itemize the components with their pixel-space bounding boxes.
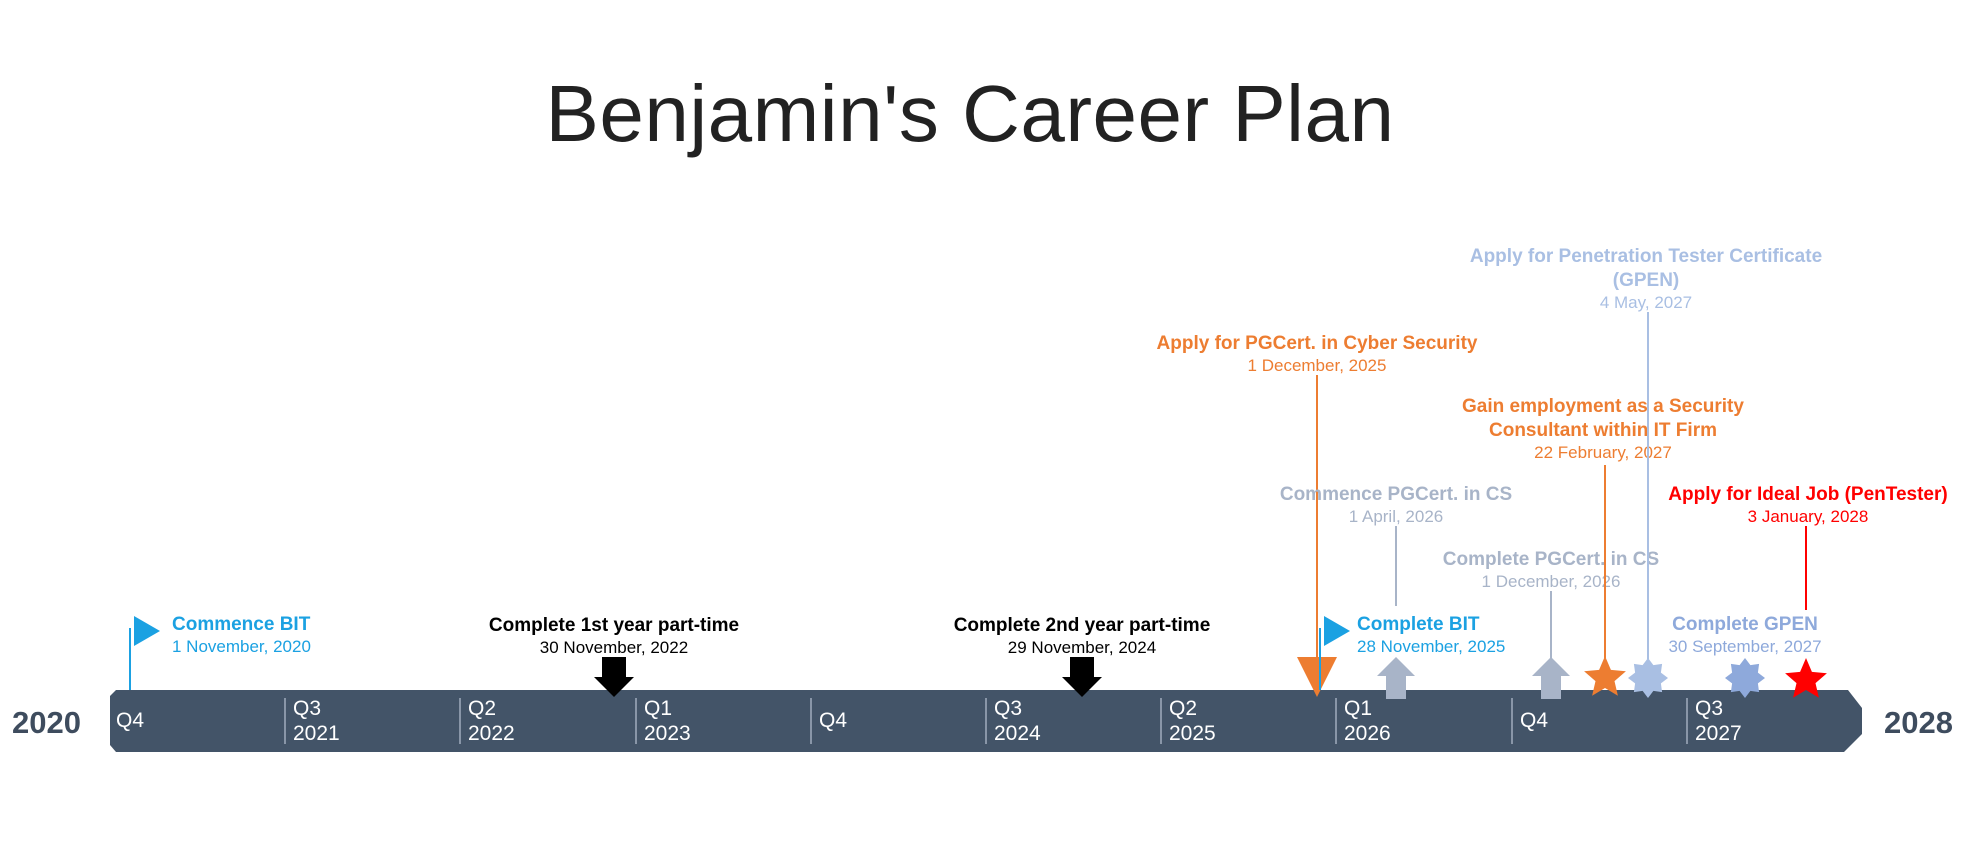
complete-pgcert-date: 1 December, 2026 — [1482, 572, 1621, 591]
quarter-label: Q3 — [293, 697, 321, 720]
page-title: Benjamin's Career Plan — [545, 69, 1395, 158]
milestone-commence-pgcert: Commence PGCert. in CS 1 April, 2026 — [1280, 484, 1512, 606]
complete-gpen-date: 30 September, 2027 — [1668, 637, 1821, 656]
quarter-label: Q4 — [116, 709, 144, 732]
apply-pgcert-date: 1 December, 2025 — [1248, 356, 1387, 375]
gain-employment-date: 22 February, 2027 — [1534, 443, 1672, 462]
complete-pgcert-title: Complete PGCert. in CS — [1443, 549, 1659, 570]
complete-2nd-year-date: 29 November, 2024 — [1008, 638, 1156, 657]
quarter-label: Q3 — [994, 697, 1022, 720]
tick-year-label: 2023 — [644, 722, 691, 745]
apply-gpen-marker — [1628, 658, 1668, 698]
milestone-complete-bit: Complete BIT 28 November, 2025 — [1357, 614, 1505, 656]
milestone-gain-employment: Gain employment as a Security Consultant … — [1462, 396, 1744, 658]
complete-bit-marker — [1324, 616, 1350, 646]
complete-pgcert-marker — [1532, 657, 1570, 699]
milestone-commence-bit: Commence BIT 1 November, 2020 — [172, 614, 311, 656]
complete-gpen-marker — [1725, 658, 1765, 698]
apply-pgcert-marker — [1297, 657, 1337, 697]
tick-year-label: 2027 — [1695, 722, 1742, 745]
start-year-label: 2020 — [12, 705, 81, 740]
complete-2nd-year-title: Complete 2nd year part-time — [954, 615, 1211, 636]
quarter-label: Q2 — [1169, 697, 1197, 720]
milestone-complete-1st-year: Complete 1st year part-time 30 November, … — [489, 615, 739, 657]
apply-pgcert-title: Apply for PGCert. in Cyber Security — [1157, 333, 1478, 354]
complete-bit-title: Complete BIT — [1357, 614, 1480, 635]
quarter-label: Q3 — [1695, 697, 1723, 720]
quarter-label: Q4 — [1520, 709, 1548, 732]
quarter-label: Q4 — [819, 709, 847, 732]
milestone-complete-2nd-year: Complete 2nd year part-time 29 November, … — [954, 615, 1211, 657]
commence-pgcert-title: Commence PGCert. in CS — [1280, 484, 1512, 505]
tick-year-label: 2022 — [468, 722, 515, 745]
quarter-label: Q1 — [644, 697, 672, 720]
complete-2nd-year-marker — [1062, 657, 1102, 697]
end-year-label: 2028 — [1884, 705, 1953, 740]
apply-ideal-job-date: 3 January, 2028 — [1748, 507, 1869, 526]
apply-gpen-title: (GPEN) — [1613, 270, 1680, 291]
commence-pgcert-marker — [1377, 657, 1415, 699]
tick-year-label: 2026 — [1344, 722, 1391, 745]
tick-year-label: 2025 — [1169, 722, 1216, 745]
milestone-apply-pgcert: Apply for PGCert. in Cyber Security 1 Dec… — [1157, 333, 1478, 660]
complete-bit-date: 28 November, 2025 — [1357, 637, 1505, 656]
commence-pgcert-date: 1 April, 2026 — [1349, 507, 1444, 526]
complete-1st-year-marker — [594, 657, 634, 697]
quarter-label: Q1 — [1344, 697, 1372, 720]
tick-year-label: 2021 — [293, 722, 340, 745]
complete-1st-year-date: 30 November, 2022 — [540, 638, 688, 657]
complete-1st-year-title: Complete 1st year part-time — [489, 615, 739, 636]
gain-employment-marker — [1584, 656, 1626, 696]
milestone-apply-ideal-job: Apply for Ideal Job (PenTester) 3 January… — [1668, 484, 1948, 610]
apply-gpen-title: Apply for Penetration Tester Certificate — [1470, 246, 1822, 267]
milestone-apply-gpen: Apply for Penetration Tester Certificate… — [1470, 246, 1822, 659]
gain-employment-title: Gain employment as a Security — [1462, 396, 1744, 417]
apply-ideal-job-marker — [1785, 658, 1827, 698]
tick-year-label: 2024 — [994, 722, 1041, 745]
complete-gpen-title: Complete GPEN — [1672, 614, 1818, 635]
apply-ideal-job-title: Apply for Ideal Job (PenTester) — [1668, 484, 1947, 505]
commence-bit-marker — [134, 616, 160, 646]
apply-gpen-date: 4 May, 2027 — [1600, 293, 1692, 312]
milestone-complete-gpen: Complete GPEN 30 September, 2027 — [1668, 614, 1821, 656]
commence-bit-title: Commence BIT — [172, 614, 311, 635]
gain-employment-title: Consultant within IT Firm — [1489, 420, 1717, 441]
quarter-label: Q2 — [468, 697, 496, 720]
commence-bit-date: 1 November, 2020 — [172, 637, 311, 656]
